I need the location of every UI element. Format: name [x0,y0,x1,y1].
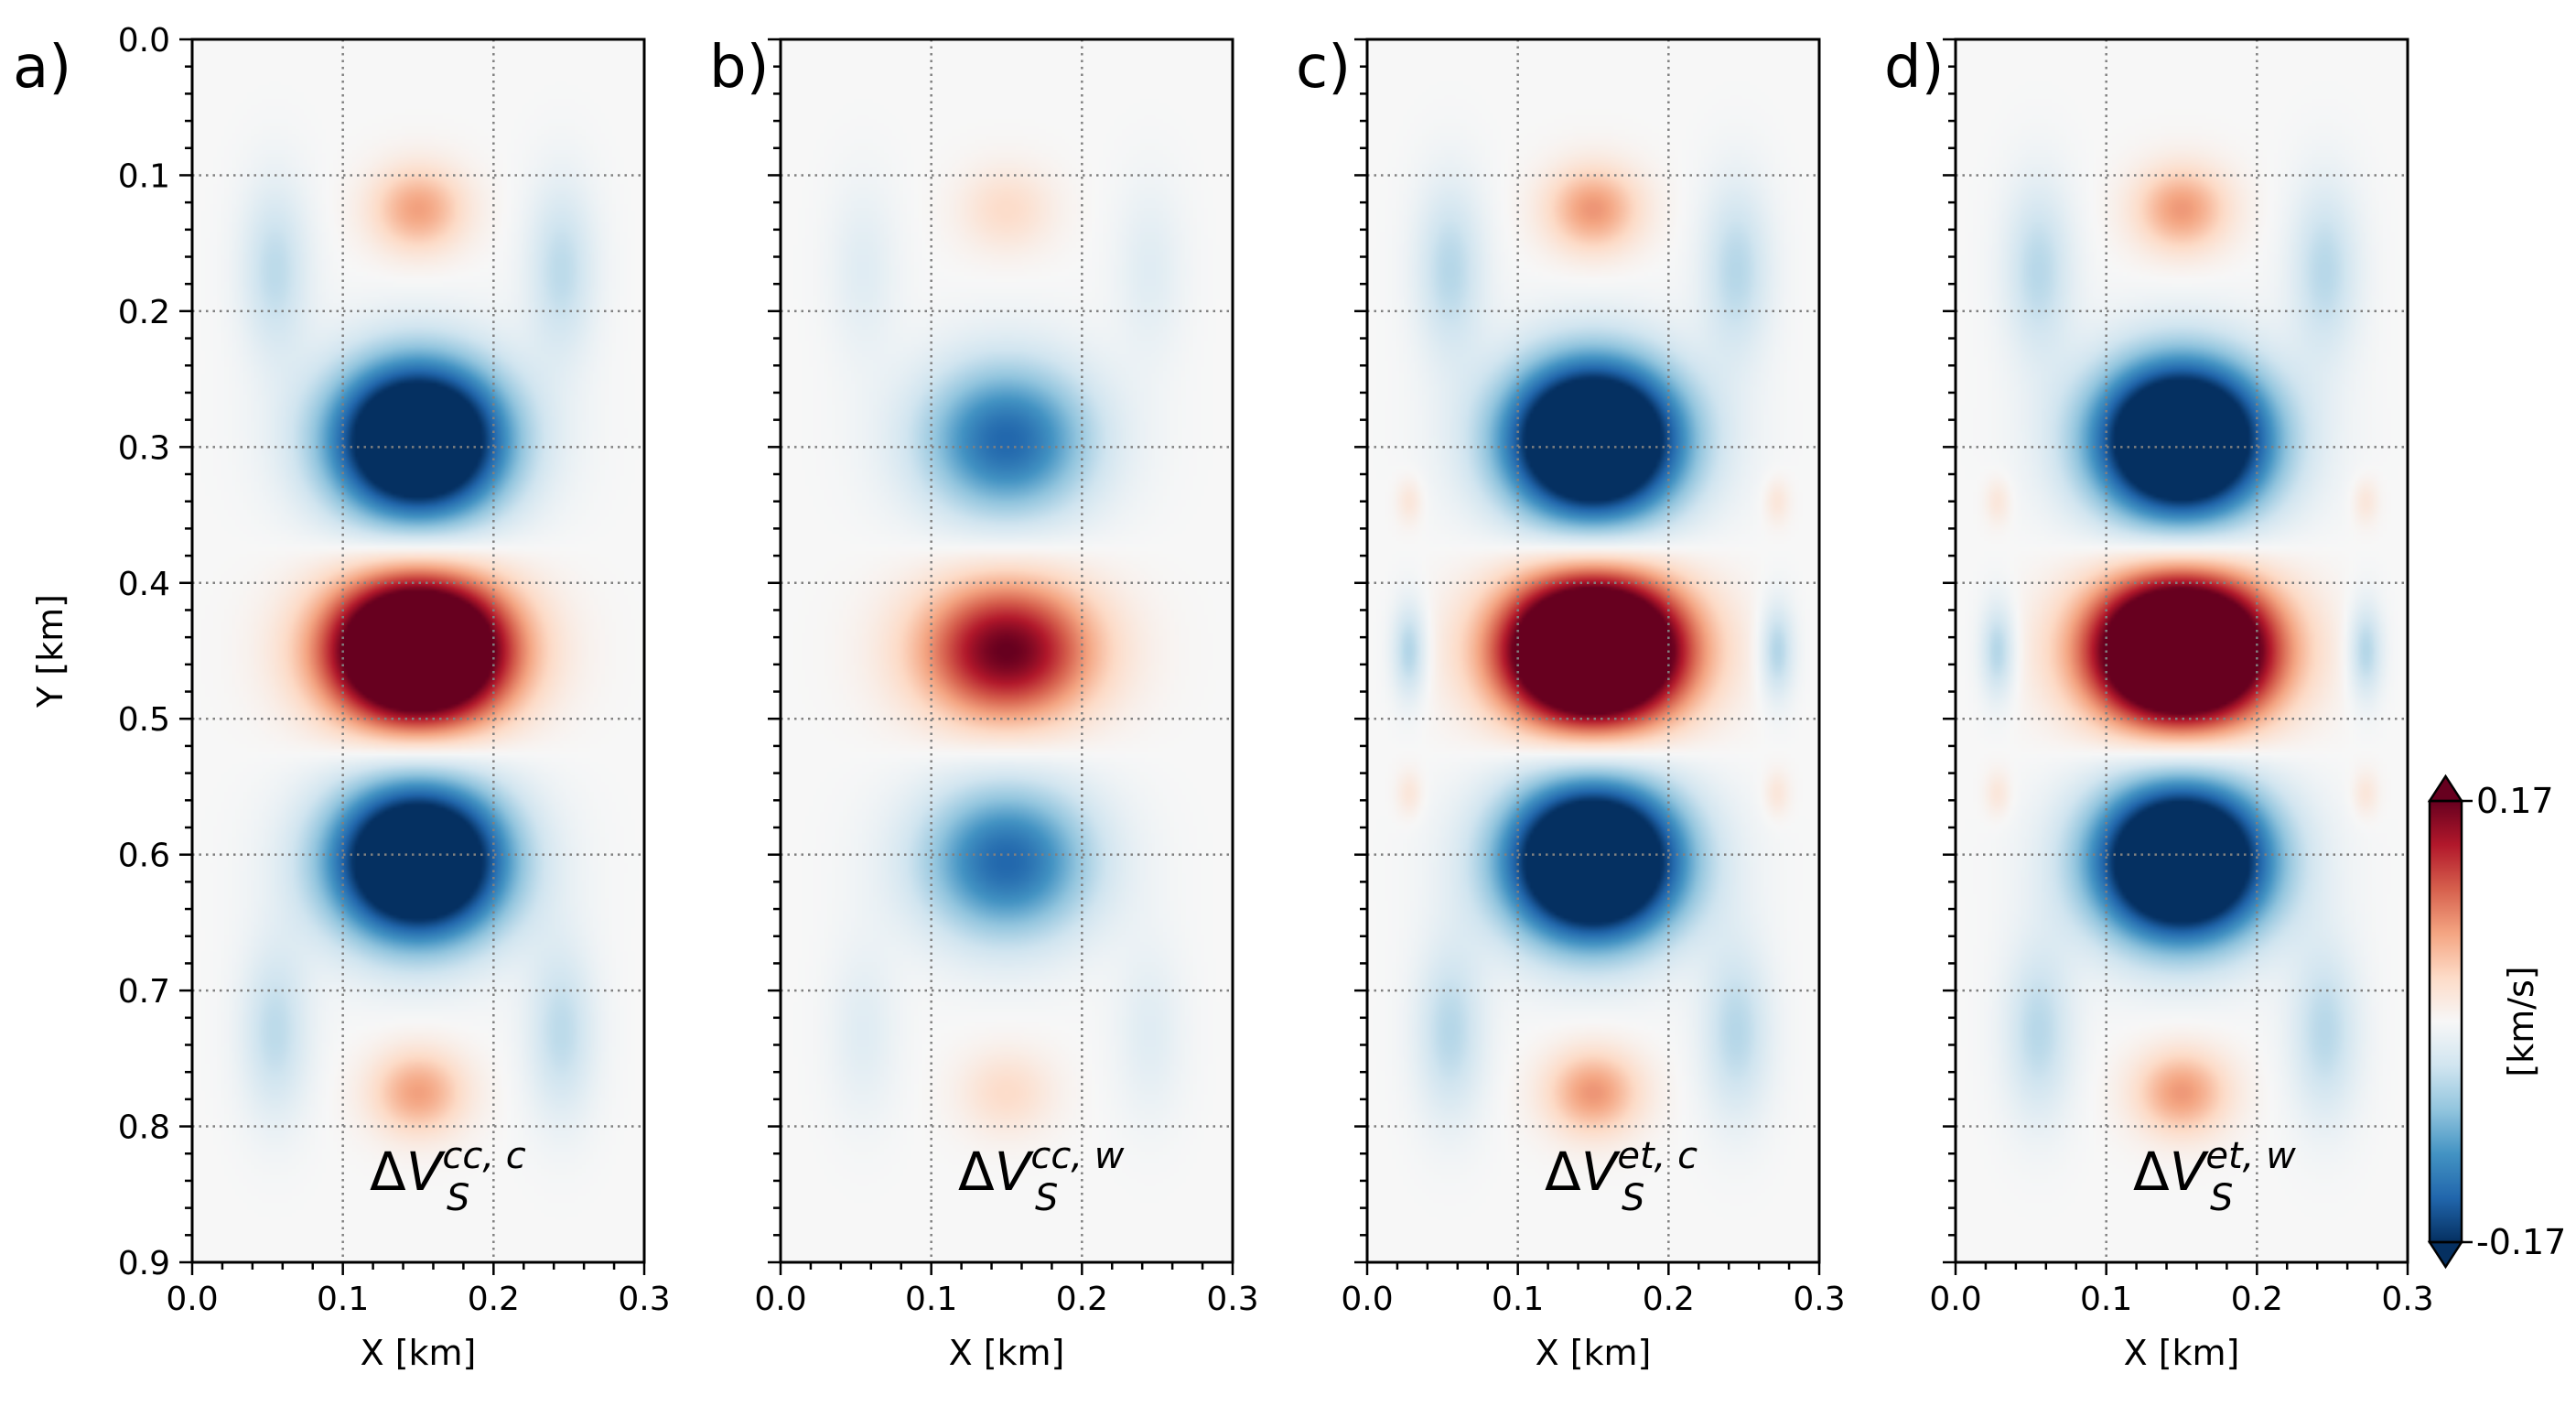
colorbar-extend-min [2427,1240,2464,1270]
y-tick-label: 0.8 [118,1109,170,1147]
axes-frame [1365,38,1821,1264]
y-tick-label: 0.6 [118,838,170,875]
x-tick-label: 0.0 [1929,1281,1981,1318]
axes-frame [190,38,646,1264]
y-tick-label: 0.9 [118,1245,170,1282]
heatmap-image [781,39,1233,1262]
x-tick-label: 0.1 [317,1281,369,1318]
colorbar-gradient [2430,801,2462,1242]
panel-letter: b) [709,34,770,102]
axes-frame [779,38,1234,1264]
x-tick-label: 0.2 [468,1281,520,1318]
panel-letter: a) [13,34,71,102]
panels: 0.0 0.1 0.2 0.3 0.0 0.1 0.2 0.3 0.4 0.5 0.6 0.7 0.8 0… [13,22,2434,1373]
colorbar-label: [km/s] [2501,966,2541,1076]
colorbar-extend-max [2427,773,2464,803]
y-tick-label: 0.1 [118,157,170,195]
x-tick-label: 0.3 [1206,1281,1258,1318]
x-tick-label: 0.1 [1492,1281,1544,1318]
x-tick-label: 0.2 [1643,1281,1695,1318]
colorbar-min-label: -0.17 [2476,1222,2566,1262]
colorbar-frame [2428,799,2463,1244]
x-tick-label: 0.3 [618,1281,670,1318]
y-tick-label: 0.0 [118,22,170,59]
x-tick-label: 0.0 [1341,1281,1393,1318]
y-tick-label: 0.3 [118,429,170,467]
x-tick-label: 0.0 [754,1281,806,1318]
y-tick-label: 0.7 [118,973,170,1011]
x-tick-label: 0.3 [1793,1281,1845,1318]
x-tick-label: 0.2 [2231,1281,2283,1318]
heatmap-image [1367,39,1819,1262]
x-axis-label: X [km] [949,1333,1065,1373]
colorbar: 0.17 -0.17 [km/s] [2427,773,2566,1270]
axes-frame [1954,38,2409,1264]
x-axis-label: X [km] [1536,1333,1652,1373]
x-tick-label: 0.1 [905,1281,957,1318]
x-tick-label: 0.3 [2381,1281,2433,1318]
y-tick-label: 0.4 [118,566,170,603]
y-tick-label: 0.2 [118,294,170,331]
panel-letter: d) [1884,34,1945,102]
x-tick-label: 0.0 [166,1281,218,1318]
x-tick-label: 0.1 [2080,1281,2132,1318]
y-tick-label: 0.5 [118,701,170,739]
x-axis-label: X [km] [361,1333,477,1373]
panel-letter: c) [1296,34,1351,102]
x-axis-label: X [km] [2124,1333,2240,1373]
y-axis-label: Y [km] [30,594,70,708]
heatmap-image [1956,39,2408,1262]
x-tick-label: 0.2 [1056,1281,1108,1318]
colorbar-max-label: 0.17 [2476,781,2554,821]
panel-a: 0.0 0.1 0.2 0.3 0.0 0.1 0.2 0.3 0.4 0.5 0.6 0.7 0.8 0… [13,22,671,1373]
heatmap-image [192,39,644,1262]
